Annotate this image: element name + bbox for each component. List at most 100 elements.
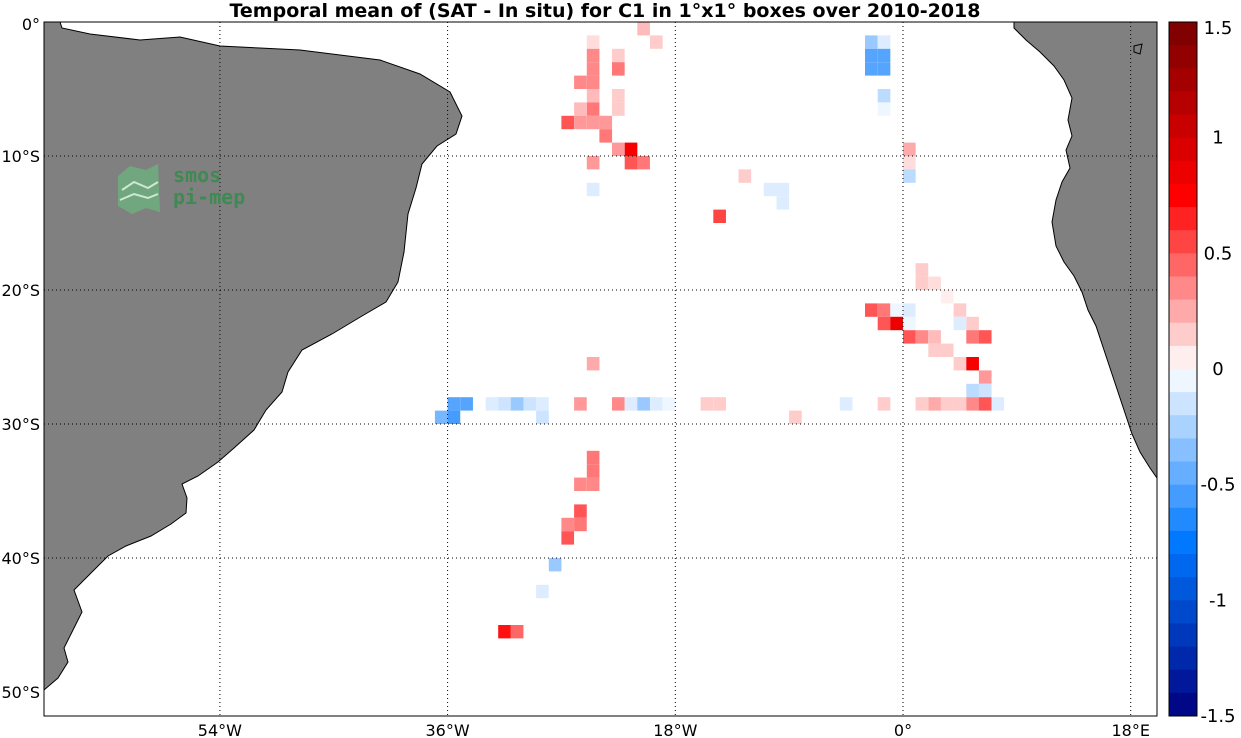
heatmap-cell	[877, 102, 891, 116]
heatmap-cell	[561, 115, 575, 130]
heatmap-cell	[940, 290, 954, 304]
heatmap-cell	[548, 558, 562, 572]
heatmap-cell	[966, 357, 979, 371]
heatmap-cell	[978, 383, 992, 398]
colorbar-step	[1169, 623, 1197, 648]
heatmap-cell	[776, 196, 790, 210]
heatmap-cell	[890, 303, 903, 317]
heatmap-cell	[586, 464, 600, 478]
heatmap-cell	[865, 48, 878, 63]
heatmap-cells	[434, 22, 1005, 639]
heatmap-cell	[940, 343, 954, 357]
heatmap-cell	[877, 303, 891, 317]
heatmap-cell	[953, 316, 967, 331]
colorbar	[1168, 21, 1198, 717]
heatmap-cell	[839, 397, 853, 411]
heatmap-cell	[903, 330, 916, 344]
heatmap-cell	[915, 330, 929, 344]
longitude-tick-label: 36°W	[426, 721, 470, 738]
heatmap-cell	[536, 397, 549, 411]
longitude-tick-label: 18°E	[1111, 721, 1149, 738]
heatmap-cell	[928, 343, 941, 357]
heatmap-cell	[953, 303, 967, 317]
latitude-tick-label: 10°S	[1, 147, 40, 166]
heatmap-cell	[877, 48, 891, 63]
heatmap-cell	[586, 35, 600, 49]
colorbar-step	[1169, 577, 1197, 601]
colorbar-step	[1169, 114, 1197, 139]
colorbar-tick-label: -1.5	[1200, 706, 1235, 727]
heatmap-cell	[523, 397, 537, 411]
heatmap-cell	[586, 89, 600, 103]
heatmap-cell	[586, 182, 600, 197]
heatmap-cell	[434, 410, 448, 424]
logo-mark-icon	[118, 164, 160, 214]
heatmap-cell	[586, 115, 600, 130]
logo-text-line1: smos	[173, 163, 221, 187]
heatmap-cell	[763, 182, 777, 197]
heatmap-cell	[510, 397, 524, 411]
latitude-tick-label: 0°	[22, 15, 40, 34]
heatmap-cell	[877, 316, 891, 331]
heatmap-cell	[915, 263, 929, 277]
heatmap-cell	[561, 517, 575, 532]
colorbar-tick-label: -0.5	[1200, 475, 1235, 496]
heatmap-cell	[953, 397, 967, 411]
heatmap-cell	[612, 62, 625, 76]
colorbar-step	[1169, 461, 1197, 486]
heatmap-cell	[877, 397, 891, 411]
heatmap-cell	[447, 397, 461, 411]
heatmap-cell	[953, 357, 967, 371]
heatmap-cell	[877, 62, 891, 76]
heatmap-cell	[928, 276, 941, 290]
heatmap-cell	[650, 35, 663, 49]
colorbar-step	[1169, 600, 1197, 624]
colorbar-step	[1169, 22, 1197, 46]
colorbar-step	[1169, 45, 1197, 69]
colorbar-tick-label: 1	[1212, 128, 1223, 149]
heatmap-cell	[637, 22, 650, 36]
heatmap-cell	[978, 397, 992, 411]
colorbar-step	[1169, 276, 1197, 301]
colorbar-step	[1169, 507, 1197, 532]
heatmap-cell	[890, 316, 903, 331]
heatmap-cell	[498, 625, 511, 639]
heatmap-cell	[485, 397, 499, 411]
colorbar-step	[1169, 646, 1197, 671]
heatmap-cell	[776, 182, 790, 197]
heatmap-cell	[612, 102, 625, 116]
heatmap-cell	[586, 477, 600, 491]
colorbar-step	[1169, 160, 1197, 185]
heatmap-cell	[662, 397, 676, 411]
heatmap-cell	[536, 410, 549, 424]
heatmap-cell	[599, 129, 613, 143]
heatmap-cell	[574, 102, 587, 116]
heatmap-cell	[624, 156, 638, 170]
heatmap-cell	[877, 89, 891, 103]
heatmap-cell	[903, 169, 916, 183]
longitude-tick-label: 0°	[894, 721, 912, 738]
heatmap-cell	[624, 397, 638, 411]
heatmap-cell	[536, 584, 549, 599]
heatmap-cell	[928, 330, 941, 344]
heatmap-cell	[966, 330, 979, 344]
map-title: Temporal mean of (SAT - In situ) for C1 …	[229, 0, 981, 22]
longitude-tick-label: 18°W	[653, 721, 697, 738]
heatmap-cell	[586, 62, 600, 76]
guinea-gulf-island	[1133, 43, 1143, 55]
heatmap-cell	[612, 89, 625, 103]
heatmap-cell	[612, 48, 625, 63]
heatmap-cell	[903, 142, 916, 156]
heatmap-cell	[940, 397, 954, 411]
heatmap-cell	[865, 303, 878, 317]
heatmap-cell	[966, 397, 979, 411]
heatmap-cell	[574, 517, 587, 532]
heatmap-cell	[460, 397, 473, 411]
colorbar-step	[1169, 692, 1197, 717]
heatmap-cell	[574, 504, 587, 518]
heatmap-cell	[586, 75, 600, 89]
latitude-tick-label: 40°S	[1, 549, 40, 568]
heatmap-cell	[637, 156, 650, 170]
heatmap-cell	[915, 276, 929, 290]
